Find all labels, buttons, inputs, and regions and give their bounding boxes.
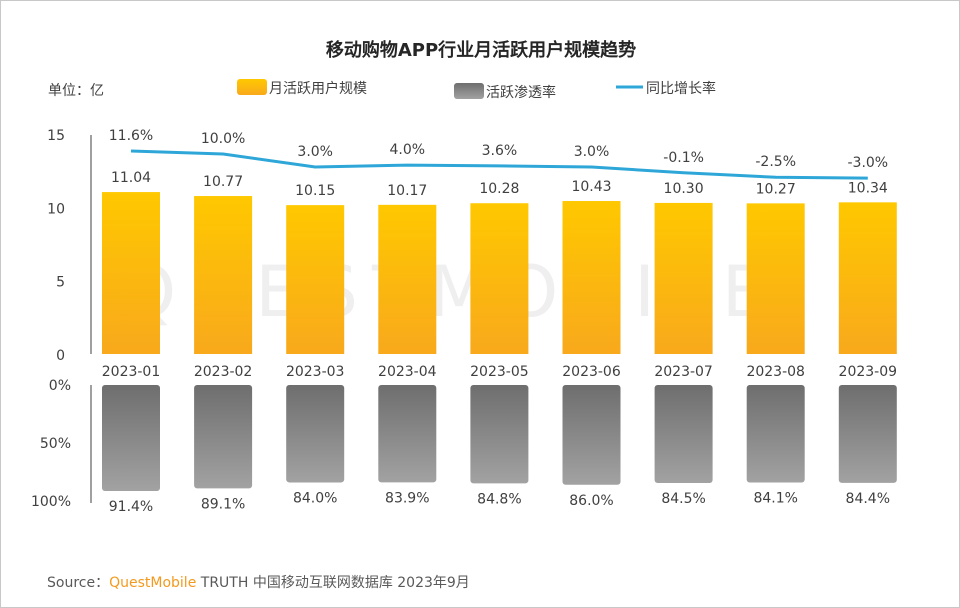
bar-value-label: 10.34: [848, 180, 888, 196]
bar-mau: [378, 204, 437, 354]
x-tick-label: 2023-08: [746, 364, 805, 380]
bar-mau: [286, 205, 345, 354]
y-tick-label: 10: [47, 201, 65, 217]
unit-label: 单位：亿: [48, 83, 104, 99]
penetration-label: 89.1%: [201, 496, 245, 512]
x-tick-label: 2023-02: [194, 364, 253, 380]
y2-tick-label: 0%: [49, 378, 71, 394]
bar-penetration: [102, 385, 160, 492]
bar-mau: [470, 203, 529, 354]
x-tick-label: 2023-01: [102, 364, 161, 380]
bar-penetration: [286, 385, 345, 483]
penetration-label: 91.4%: [109, 499, 153, 515]
bar-penetration: [562, 385, 621, 485]
bar-penetration: [194, 385, 253, 489]
yoy-label: -3.0%: [847, 155, 888, 171]
legend-label-yoy: 同比增长率: [646, 80, 716, 97]
legend-swatch-penetration: [454, 83, 484, 99]
bar-value-label: 10.15: [295, 183, 335, 199]
legend-label-penetration: 活跃渗透率: [486, 84, 556, 101]
bar-value-label: 11.04: [111, 170, 151, 186]
bar-value-label: 10.27: [756, 181, 796, 197]
yoy-label: 4.0%: [390, 142, 426, 158]
y2-tick-label: 100%: [31, 494, 71, 510]
bar-value-label: 10.17: [387, 183, 427, 199]
penetration-label: 86.0%: [569, 493, 613, 509]
bar-mau: [102, 192, 160, 354]
yoy-label: -2.5%: [755, 154, 796, 170]
penetration-label: 84.0%: [293, 490, 337, 506]
chart-title: 移动购物APP行业月活跃用户规模趋势: [326, 39, 636, 61]
yoy-label: 3.0%: [574, 144, 610, 160]
source-text: TRUTH 中国移动互联网数据库 2023年9月: [196, 575, 470, 591]
penetration-label: 84.8%: [477, 491, 521, 507]
bar-value-label: 10.30: [664, 181, 704, 197]
bar-penetration: [654, 385, 713, 484]
bar-value-label: 10.28: [479, 181, 519, 197]
bar-mau: [562, 201, 621, 354]
bar-mau: [654, 202, 713, 354]
bar-mau: [838, 202, 897, 354]
y2-tick-label: 50%: [40, 436, 71, 452]
bar-mau: [746, 203, 805, 354]
y-tick-label: 0: [56, 348, 65, 364]
legend: 月活跃用户规模 活跃渗透率 同比增长率: [237, 79, 716, 101]
x-tick-label: 2023-03: [286, 364, 345, 380]
legend-swatch-mau: [237, 79, 267, 95]
yoy-label: 10.0%: [201, 131, 245, 147]
bar-penetration: [746, 385, 805, 483]
source-brand: QuestMobile: [109, 575, 197, 591]
yoy-line: [130, 149, 868, 180]
penetration-label: 83.9%: [385, 490, 429, 506]
bar-value-label: 10.77: [203, 174, 243, 190]
x-tick-label: 2023-07: [654, 364, 713, 380]
y-tick-label: 15: [47, 128, 65, 144]
penetration-label: 84.1%: [753, 491, 797, 507]
bar-value-label: 10.43: [571, 179, 611, 195]
bar-mau: [194, 196, 253, 354]
bar-penetration: [838, 385, 897, 483]
x-tick-label: 2023-04: [378, 364, 437, 380]
penetration-label: 84.4%: [846, 491, 890, 507]
penetration-label: 84.5%: [661, 491, 705, 507]
source-prefix: Source：: [47, 575, 110, 591]
x-tick-label: 2023-09: [839, 364, 898, 380]
bar-penetration: [470, 385, 529, 484]
source-note: Source：QuestMobile TRUTH 中国移动互联网数据库 2023…: [47, 572, 470, 592]
x-tick-label: 2023-06: [562, 364, 621, 380]
yoy-label: -0.1%: [663, 150, 704, 166]
y-tick-label: 5: [56, 275, 65, 291]
x-tick-label: 2023-05: [470, 364, 529, 380]
yoy-label: 3.0%: [297, 144, 333, 160]
yoy-label: 3.6%: [482, 143, 518, 159]
yoy-label: 11.6%: [109, 128, 153, 144]
bar-penetration: [378, 385, 437, 483]
legend-label-mau: 月活跃用户规模: [269, 80, 367, 97]
